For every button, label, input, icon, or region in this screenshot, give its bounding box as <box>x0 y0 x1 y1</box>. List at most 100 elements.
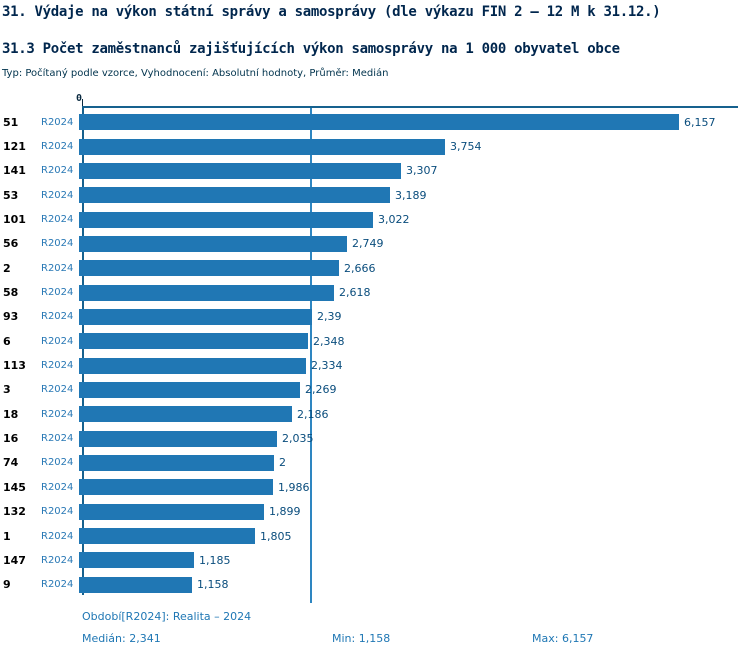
chart-row: 113 R2024 2,334 <box>0 353 750 377</box>
bar-value-label: 3,307 <box>406 164 438 178</box>
bar <box>79 406 292 423</box>
row-id-label: 113 <box>3 359 26 373</box>
row-period-label: R2024 <box>41 116 74 128</box>
chart-row: 56 R2024 2,749 <box>0 232 750 256</box>
chart-row: 58 R2024 2,618 <box>0 280 750 304</box>
row-period-label: R2024 <box>41 165 74 177</box>
row-id-label: 132 <box>3 505 26 519</box>
bar <box>79 284 334 301</box>
row-period-label: R2024 <box>41 530 74 542</box>
row-id-label: 101 <box>3 213 26 227</box>
bar-value-label: 2,269 <box>305 383 337 397</box>
bar-value-label: 2,666 <box>344 261 376 275</box>
bar-value-label: 2,035 <box>282 432 314 446</box>
row-id-label: 6 <box>3 334 11 348</box>
row-period-label: R2024 <box>41 554 74 566</box>
row-id-label: 141 <box>3 164 26 178</box>
bar <box>79 454 274 471</box>
footer-median-label: Medián: 2,341 <box>82 632 161 645</box>
row-id-label: 18 <box>3 407 19 421</box>
bar-value-label: 2,618 <box>339 286 371 300</box>
chart-row: 1 R2024 1,805 <box>0 524 750 548</box>
row-period-label: R2024 <box>41 579 74 591</box>
row-period-label: R2024 <box>41 262 74 274</box>
row-id-label: 121 <box>3 140 26 154</box>
row-period-label: R2024 <box>41 189 74 201</box>
bar <box>79 138 445 155</box>
bar <box>79 114 679 131</box>
chart-row: 101 R2024 3,022 <box>0 207 750 231</box>
chart-row: 51 R2024 6,157 <box>0 110 750 134</box>
bar-value-label: 3,189 <box>395 188 427 202</box>
chart-row: 53 R2024 3,189 <box>0 183 750 207</box>
row-id-label: 93 <box>3 310 19 324</box>
chart-row: 145 R2024 1,986 <box>0 475 750 499</box>
chart-subtitle: 31.3 Počet zaměstnanců zajišťujících výk… <box>2 41 620 57</box>
chart-row: 3 R2024 2,269 <box>0 378 750 402</box>
bar <box>79 381 300 398</box>
row-period-label: R2024 <box>41 408 74 420</box>
row-period-label: R2024 <box>41 238 74 250</box>
x-axis-zero-label: 0 <box>76 93 83 104</box>
row-period-label: R2024 <box>41 360 74 372</box>
median-line <box>310 106 312 603</box>
bar-value-label: 2,749 <box>352 237 384 251</box>
footer-period-label: Období[R2024]: Realita – 2024 <box>82 610 252 623</box>
row-id-label: 1 <box>3 529 11 543</box>
bar-value-label: 1,158 <box>197 578 229 592</box>
bar <box>79 162 401 179</box>
row-period-label: R2024 <box>41 384 74 396</box>
row-period-label: R2024 <box>41 506 74 518</box>
bar-value-label: 1,986 <box>278 480 310 494</box>
bar <box>79 552 194 569</box>
bar <box>79 503 264 520</box>
chart-row: 141 R2024 3,307 <box>0 159 750 183</box>
row-period-label: R2024 <box>41 287 74 299</box>
chart-row: 74 R2024 2 <box>0 451 750 475</box>
row-period-label: R2024 <box>41 457 74 469</box>
row-id-label: 2 <box>3 261 11 275</box>
bar <box>79 260 339 277</box>
bar <box>79 308 312 325</box>
bar-value-label: 2,186 <box>297 407 329 421</box>
chart-row: 132 R2024 1,899 <box>0 500 750 524</box>
page-title: 31. Výdaje na výkon státní správy a samo… <box>2 4 661 20</box>
bar-value-label: 2,39 <box>317 310 342 324</box>
x-axis-tick <box>82 99 83 107</box>
bar <box>79 528 255 545</box>
bar-value-label: 2,334 <box>311 359 343 373</box>
chart-meta-info: Typ: Počítaný podle vzorce, Vyhodnocení:… <box>2 68 389 79</box>
chart-row: 18 R2024 2,186 <box>0 402 750 426</box>
y-axis-line <box>82 106 84 595</box>
footer-min-label: Min: 1,158 <box>332 632 391 645</box>
row-period-label: R2024 <box>41 433 74 445</box>
chart-row: 121 R2024 3,754 <box>0 134 750 158</box>
chart-row: 16 R2024 2,035 <box>0 426 750 450</box>
bar-value-label: 1,185 <box>199 553 231 567</box>
row-period-label: R2024 <box>41 214 74 226</box>
chart-row: 147 R2024 1,185 <box>0 548 750 572</box>
row-id-label: 74 <box>3 456 19 470</box>
bar <box>79 430 277 447</box>
bar <box>79 211 373 228</box>
footer-max-label: Max: 6,157 <box>532 632 594 645</box>
row-id-label: 145 <box>3 480 26 494</box>
row-id-label: 3 <box>3 383 11 397</box>
chart-row: 93 R2024 2,39 <box>0 305 750 329</box>
x-axis-line <box>82 106 738 108</box>
bar-value-label: 1,805 <box>260 529 292 543</box>
row-id-label: 51 <box>3 115 19 129</box>
chart-row: 2 R2024 2,666 <box>0 256 750 280</box>
bar <box>79 235 347 252</box>
row-id-label: 58 <box>3 286 19 300</box>
chart-row: 6 R2024 2,348 <box>0 329 750 353</box>
row-period-label: R2024 <box>41 335 74 347</box>
row-id-label: 16 <box>3 432 19 446</box>
bar <box>79 576 192 593</box>
row-period-label: R2024 <box>41 141 74 153</box>
row-id-label: 56 <box>3 237 19 251</box>
bar-value-label: 2 <box>279 456 286 470</box>
chart-row: 9 R2024 1,158 <box>0 573 750 597</box>
bar-value-label: 6,157 <box>684 115 716 129</box>
bar <box>79 187 390 204</box>
